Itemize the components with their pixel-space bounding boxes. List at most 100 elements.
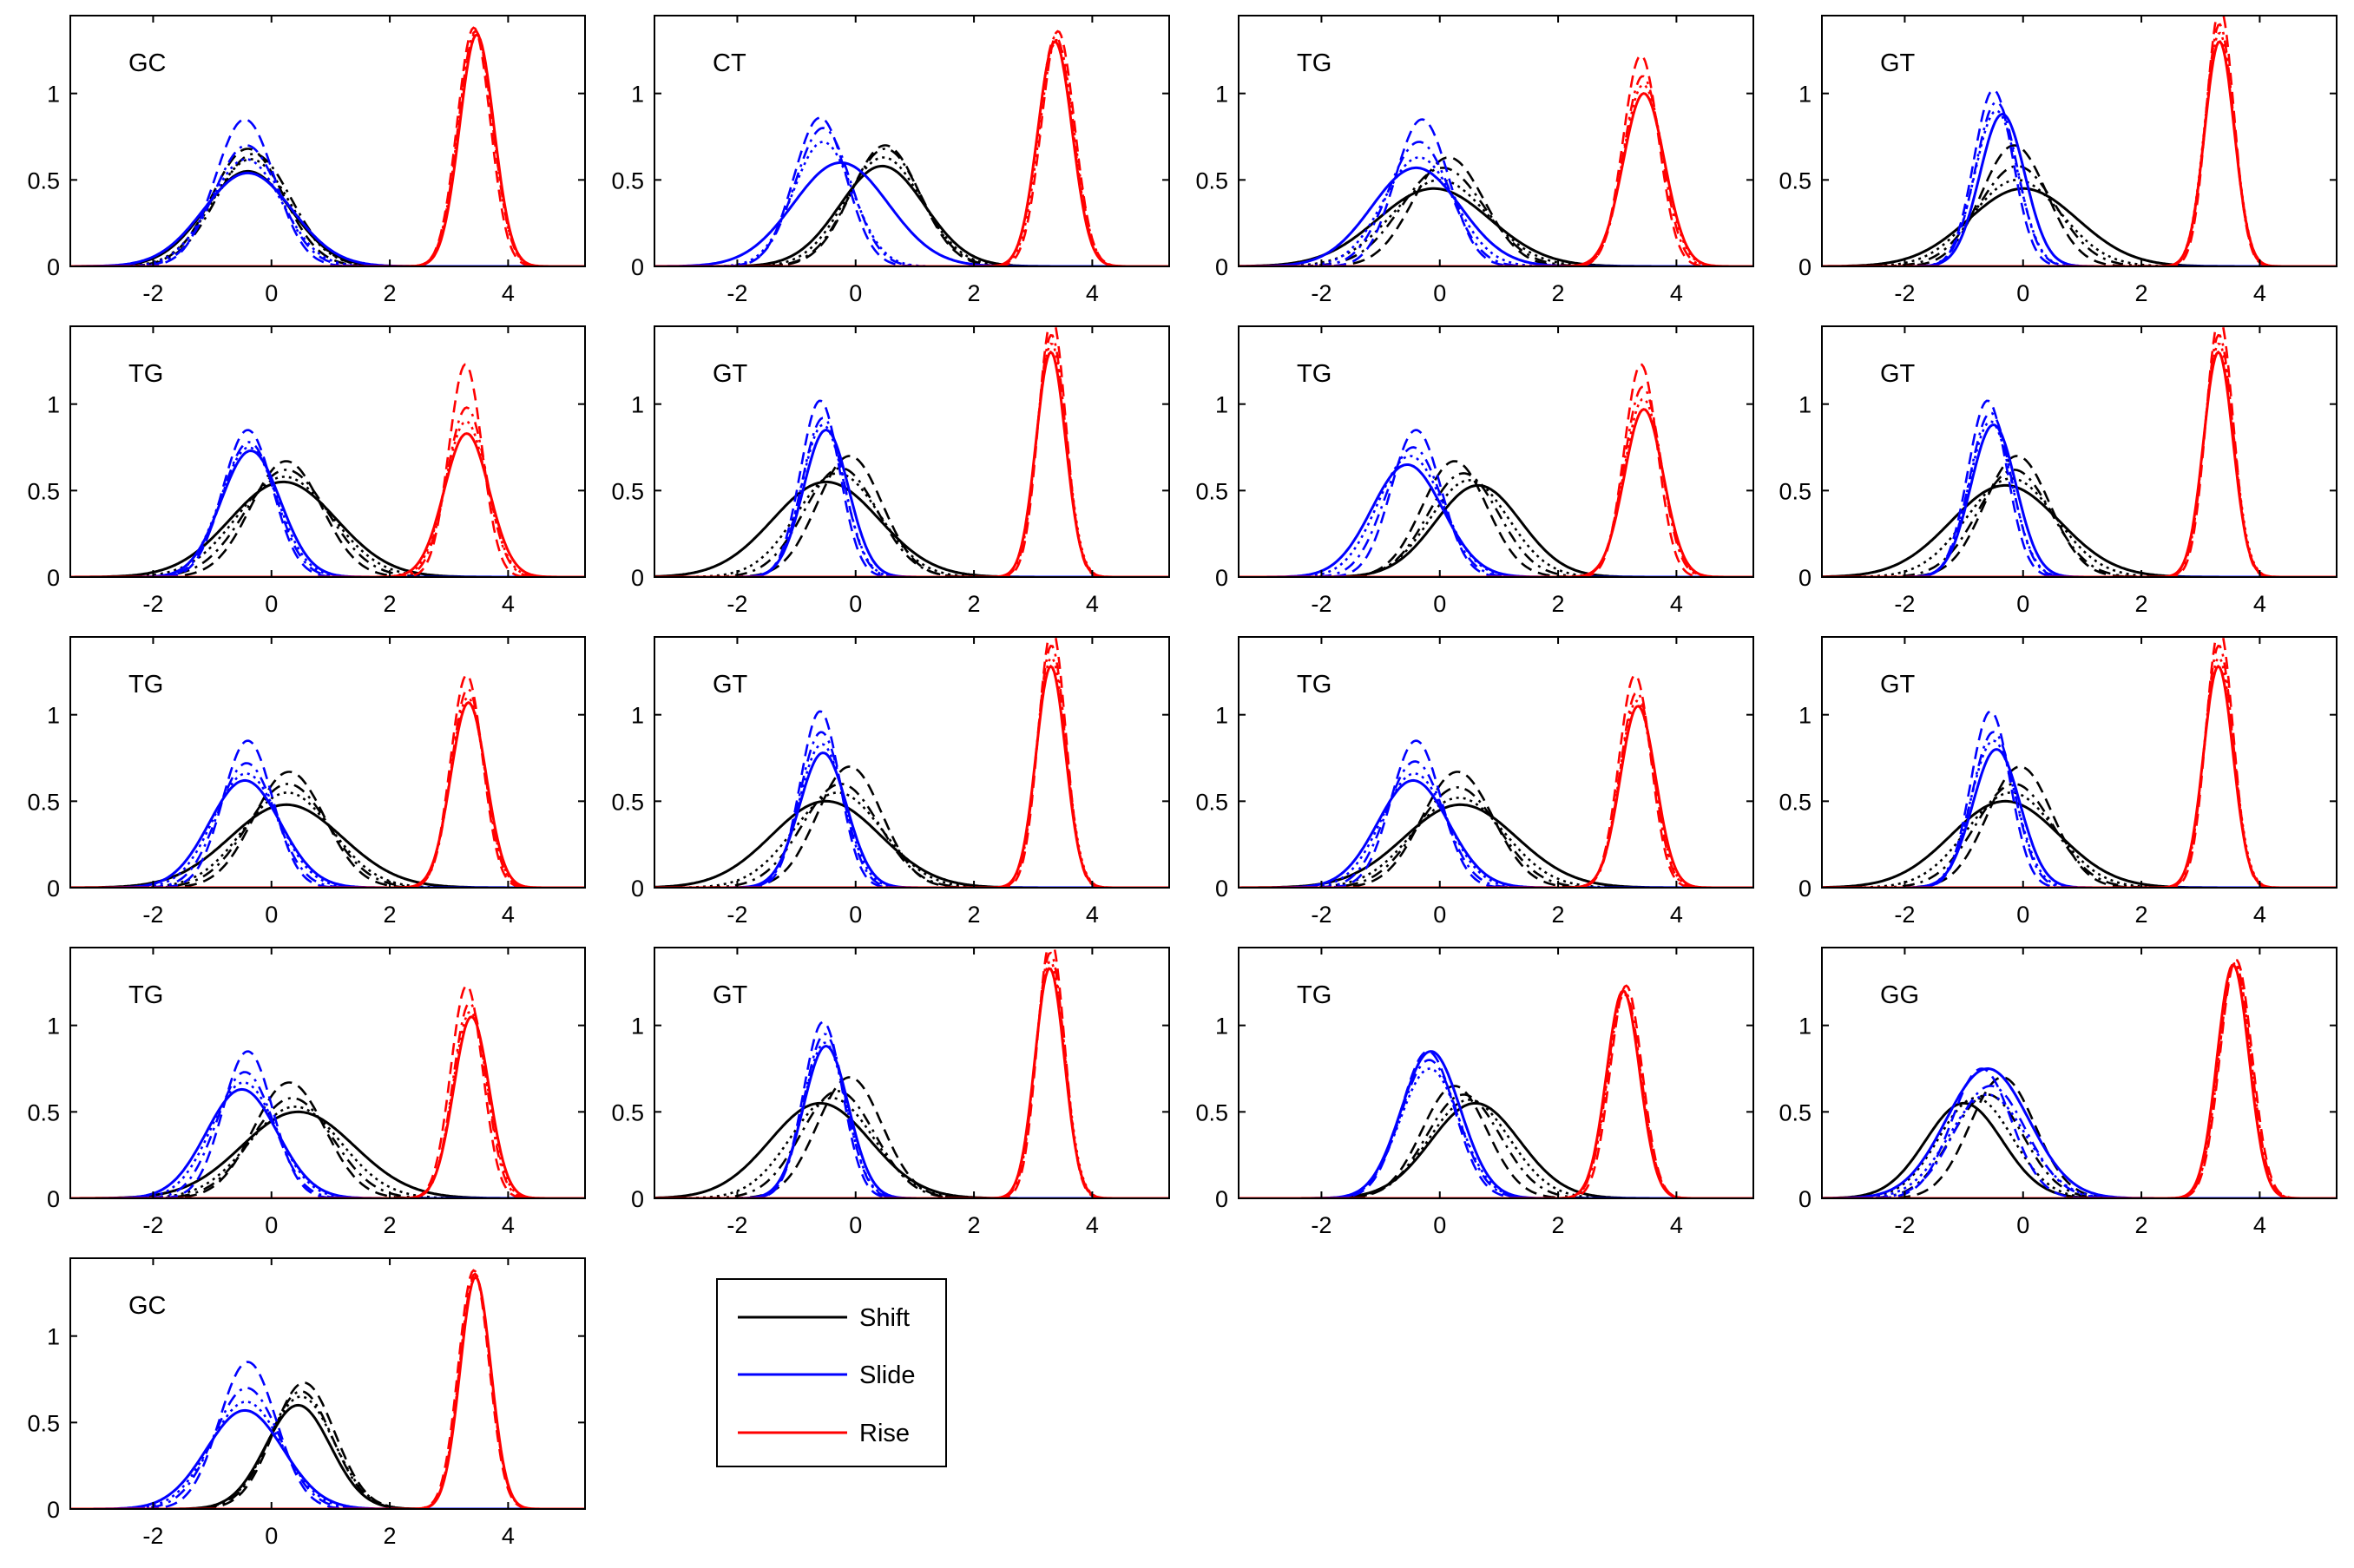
rise-series-dashdot	[70, 1001, 585, 1198]
y-tick-label: 0	[1798, 254, 1812, 280]
curves	[70, 984, 585, 1198]
shift-series-dashdot	[654, 1090, 1169, 1198]
panel-label: GT	[1880, 360, 1916, 388]
curves	[1822, 326, 2337, 577]
slide-series-dashed	[1239, 739, 1753, 888]
curves	[70, 26, 585, 266]
panel-3: -2 0 2 4 0 0.5 1 TG	[1195, 15, 1754, 306]
legend-label-rise: Rise	[859, 1420, 910, 1447]
shift-series-dashed	[1822, 455, 2337, 577]
y-tick-label: 0.5	[1195, 167, 1228, 194]
x-tick-label: 2	[968, 902, 981, 928]
rise-series-solid	[70, 1015, 585, 1198]
slide-series-solid	[654, 1045, 1169, 1198]
shift-series-solid	[1822, 187, 2337, 266]
slide-series-dashed	[1239, 1050, 1753, 1198]
panel-5: -2 0 2 4 0 0.5 1 TG	[27, 325, 586, 617]
y-tick-label: 0.5	[1195, 1099, 1228, 1125]
slide-series-dashdot	[1822, 101, 2337, 266]
x-tick-label: 0	[2016, 1212, 2029, 1238]
x-tick-label: -2	[142, 1212, 163, 1238]
slide-series-dashed	[654, 1020, 1169, 1198]
legend-box	[716, 1278, 947, 1467]
panel-label: TG	[1297, 360, 1332, 388]
slide-series-dotted	[1822, 109, 2337, 266]
rise-series-dashdot	[1822, 333, 2337, 577]
x-tick-label: 4	[502, 1212, 515, 1238]
x-tick-label: 2	[384, 1523, 397, 1549]
shift-series-dashed	[1822, 1076, 2337, 1198]
slide-series-dashdot	[70, 1387, 585, 1509]
panel-7: -2 0 2 4 0 0.5 1 TG	[1195, 325, 1754, 617]
y-tick-label: 0	[1215, 565, 1228, 591]
slide-series-dashdot	[1822, 411, 2337, 577]
rise-series-dotted	[1239, 83, 1753, 266]
slide-series-solid	[1239, 463, 1753, 577]
y-tick-label: 1	[631, 82, 644, 108]
y-tick-label: 1	[1215, 703, 1228, 729]
x-tick-label: 0	[2016, 591, 2029, 617]
panel-2: -2 0 2 4 0 0.5 1 CT	[611, 15, 1170, 306]
rise-series-dashdot	[654, 333, 1169, 577]
shift-series-dotted	[654, 156, 1169, 266]
x-tick-label: 0	[1433, 1212, 1446, 1238]
rise-series-dotted	[70, 1274, 585, 1509]
x-tick-label: 4	[1086, 591, 1099, 617]
y-tick-label: 0	[47, 1497, 60, 1523]
rise-series-dashdot	[70, 687, 585, 888]
x-tick-label: 4	[502, 280, 515, 306]
rise-series-dashdot	[1822, 961, 2337, 1198]
panel-6: -2 0 2 4 0 0.5 1 GT	[611, 325, 1170, 617]
y-tick-label: 1	[1798, 703, 1812, 729]
x-tick-label: -2	[1894, 280, 1915, 306]
shift-series-solid	[654, 799, 1169, 888]
x-tick-label: -2	[1311, 1212, 1332, 1238]
slide-series-dotted	[1822, 1093, 2337, 1198]
slide-series-solid	[1239, 1050, 1753, 1198]
panel-16: -2 0 2 4 0 0.5 1 GG	[1779, 947, 2338, 1238]
y-tick-label: 1	[47, 82, 60, 108]
panel-label: GC	[128, 1292, 167, 1320]
shift-series-dotted	[654, 472, 1169, 577]
x-tick-label: 0	[265, 280, 278, 306]
slide-series-dotted	[654, 423, 1169, 577]
curves	[654, 948, 1169, 1198]
rise-series-dashdot	[654, 644, 1169, 888]
x-tick-label: 0	[2016, 902, 2029, 928]
y-tick-label: 0.5	[1779, 478, 1812, 504]
shift-series-dashdot	[1822, 469, 2337, 577]
panel-label: GT	[713, 671, 748, 699]
axes-box	[69, 15, 586, 267]
x-tick-label: -2	[1311, 280, 1332, 306]
axes-box	[1238, 15, 1754, 267]
rise-series-dotted	[654, 656, 1169, 888]
rise-series-dashed	[1239, 363, 1753, 577]
x-tick-label: -2	[142, 591, 163, 617]
slide-series-solid	[1822, 113, 2337, 266]
x-tick-label: 4	[2253, 280, 2266, 306]
x-tick-label: 0	[849, 591, 862, 617]
x-tick-label: 2	[2135, 591, 2148, 617]
panel-9: -2 0 2 4 0 0.5 1 TG	[27, 636, 586, 928]
y-tick-label: 1	[47, 703, 60, 729]
rise-series-dotted	[70, 1010, 585, 1198]
rise-series-solid	[1822, 40, 2337, 266]
rise-series-dashdot	[654, 35, 1169, 266]
x-tick-label: 2	[968, 591, 981, 617]
shift-series-dashdot	[654, 783, 1169, 888]
axes-box	[1821, 947, 2338, 1199]
panel-label: GT	[713, 360, 748, 388]
panel-label: TG	[128, 671, 163, 699]
x-tick-label: 2	[2135, 902, 2148, 928]
x-tick-label: 0	[1433, 280, 1446, 306]
x-tick-label: 2	[968, 1212, 981, 1238]
rise-series-dashdot	[654, 951, 1169, 1198]
y-tick-label: 1	[631, 703, 644, 729]
x-tick-label: 4	[2253, 902, 2266, 928]
y-tick-label: 0	[1215, 876, 1228, 902]
x-tick-label: 2	[2135, 280, 2148, 306]
x-tick-label: -2	[727, 1212, 747, 1238]
panel-label: TG	[128, 360, 163, 388]
y-tick-label: 0	[631, 565, 644, 591]
shift-series-dashed	[70, 1081, 585, 1198]
